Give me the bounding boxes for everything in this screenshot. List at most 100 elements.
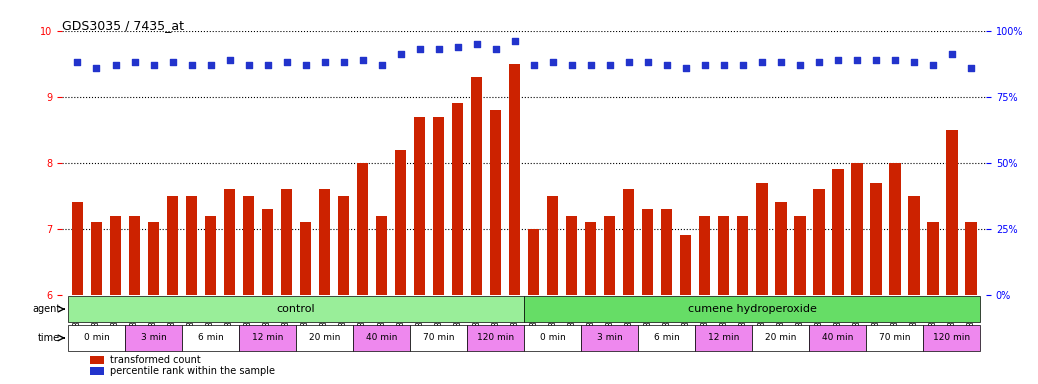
Point: [792, 62, 809, 68]
Bar: [262, 209, 273, 295]
Point: [886, 57, 903, 63]
Bar: [528, 229, 540, 295]
FancyBboxPatch shape: [581, 325, 638, 351]
Bar: [338, 196, 350, 295]
Text: 3 min: 3 min: [140, 333, 166, 343]
Bar: [851, 163, 863, 295]
Bar: [433, 116, 444, 295]
Text: 0 min: 0 min: [84, 333, 109, 343]
Point: [184, 62, 200, 68]
FancyBboxPatch shape: [182, 325, 239, 351]
Text: 0 min: 0 min: [540, 333, 566, 343]
Point: [88, 65, 105, 71]
Point: [678, 65, 694, 71]
Point: [145, 62, 162, 68]
Point: [601, 62, 618, 68]
FancyBboxPatch shape: [239, 325, 296, 351]
Point: [848, 57, 865, 63]
Text: 120 min: 120 min: [477, 333, 514, 343]
Bar: [490, 110, 501, 295]
Point: [449, 43, 466, 50]
Bar: [394, 149, 406, 295]
Point: [127, 59, 143, 65]
Bar: [718, 215, 730, 295]
FancyBboxPatch shape: [125, 325, 182, 351]
FancyBboxPatch shape: [810, 325, 867, 351]
Point: [468, 41, 485, 47]
Point: [221, 57, 238, 63]
Point: [354, 57, 371, 63]
Bar: [90, 356, 104, 364]
FancyBboxPatch shape: [638, 325, 695, 351]
Text: 3 min: 3 min: [597, 333, 623, 343]
FancyBboxPatch shape: [524, 325, 581, 351]
Text: 6 min: 6 min: [197, 333, 223, 343]
Point: [772, 59, 789, 65]
Point: [868, 57, 884, 63]
Bar: [908, 196, 920, 295]
Bar: [870, 182, 881, 295]
Point: [260, 62, 276, 68]
Bar: [737, 215, 748, 295]
Text: 70 min: 70 min: [422, 333, 455, 343]
FancyBboxPatch shape: [695, 325, 753, 351]
Point: [811, 59, 827, 65]
Bar: [224, 189, 236, 295]
Text: 6 min: 6 min: [654, 333, 680, 343]
Bar: [680, 235, 691, 295]
FancyBboxPatch shape: [524, 296, 981, 322]
Bar: [566, 215, 577, 295]
Point: [925, 62, 941, 68]
Bar: [110, 215, 121, 295]
Bar: [243, 196, 254, 295]
Bar: [623, 189, 634, 295]
Bar: [129, 215, 140, 295]
Bar: [376, 215, 387, 295]
Bar: [204, 215, 216, 295]
Point: [240, 62, 256, 68]
Point: [507, 38, 523, 44]
Point: [639, 59, 656, 65]
Bar: [414, 116, 426, 295]
Text: 120 min: 120 min: [933, 333, 971, 343]
FancyBboxPatch shape: [410, 325, 467, 351]
Bar: [167, 196, 179, 295]
Text: 40 min: 40 min: [366, 333, 398, 343]
Bar: [756, 182, 767, 295]
Bar: [794, 215, 805, 295]
Text: 12 min: 12 min: [708, 333, 739, 343]
Bar: [509, 64, 520, 295]
Bar: [300, 222, 311, 295]
Point: [164, 59, 181, 65]
Point: [431, 46, 447, 52]
Text: percentile rank within the sample: percentile rank within the sample: [110, 366, 275, 376]
Bar: [357, 163, 368, 295]
Point: [488, 46, 504, 52]
Point: [411, 46, 428, 52]
Point: [696, 62, 713, 68]
Point: [70, 59, 86, 65]
Point: [905, 59, 922, 65]
Point: [621, 59, 637, 65]
Bar: [186, 196, 197, 295]
Bar: [927, 222, 938, 295]
Bar: [699, 215, 710, 295]
FancyBboxPatch shape: [67, 296, 524, 322]
Point: [944, 51, 960, 58]
Bar: [775, 202, 787, 295]
Bar: [661, 209, 673, 295]
Bar: [947, 130, 958, 295]
FancyBboxPatch shape: [67, 325, 125, 351]
FancyBboxPatch shape: [353, 325, 410, 351]
Bar: [813, 189, 824, 295]
Bar: [281, 189, 293, 295]
Text: 20 min: 20 min: [765, 333, 796, 343]
Text: 40 min: 40 min: [822, 333, 853, 343]
Bar: [585, 222, 597, 295]
Bar: [965, 222, 977, 295]
Bar: [452, 103, 463, 295]
Text: 12 min: 12 min: [252, 333, 283, 343]
Point: [829, 57, 846, 63]
Point: [335, 59, 352, 65]
Bar: [471, 77, 483, 295]
